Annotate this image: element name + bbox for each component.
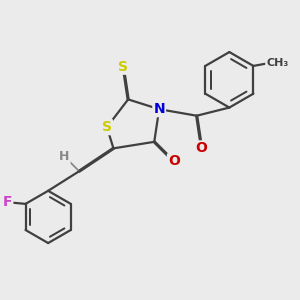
Text: O: O — [168, 154, 180, 168]
Text: S: S — [102, 120, 112, 134]
Text: O: O — [196, 141, 208, 155]
Text: F: F — [3, 195, 12, 209]
Text: H: H — [59, 150, 70, 163]
Text: N: N — [153, 102, 165, 116]
Text: CH₃: CH₃ — [266, 58, 288, 68]
Text: S: S — [118, 60, 128, 74]
